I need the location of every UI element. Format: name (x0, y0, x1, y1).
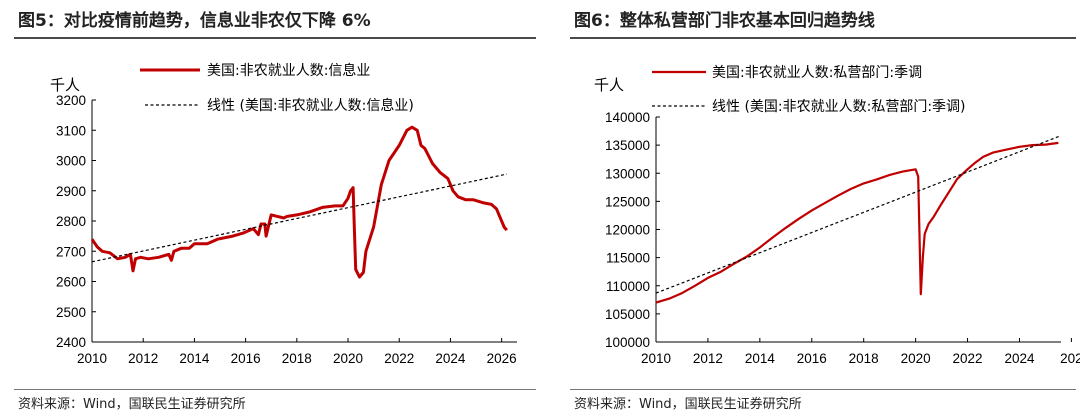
y-tick-label: 2400 (56, 335, 86, 350)
source-divider (570, 389, 1076, 390)
series-line (655, 141, 1059, 304)
y-tick-label: 105000 (605, 307, 650, 322)
series-line (90, 125, 508, 279)
y-axis-unit: 千人 (594, 76, 624, 94)
y-tick-label: 120000 (605, 223, 650, 238)
x-tick-label: 2018 (849, 351, 879, 366)
y-tick-label: 130000 (605, 166, 650, 181)
x-tick-label: 2012 (128, 351, 158, 366)
title-divider (570, 37, 1076, 39)
chart-left: 2400 2500 2600 2700 2800 2900 3000 3100 3200 2010… (50, 62, 517, 366)
source-note: 资料来源：Wind，国联民生证券研究所 (574, 397, 802, 412)
y-tick-label: 2800 (56, 214, 86, 229)
y-tick-label: 140000 (605, 110, 650, 125)
chart-right: 100000 105000 110000 115000 120000 125000 1300… (594, 65, 1080, 366)
trend-line (91, 173, 507, 263)
source-note: 资料来源：Wind，国联民生证券研究所 (18, 397, 246, 412)
x-tick-label: 2016 (231, 351, 261, 366)
title-divider (14, 37, 536, 39)
legend-label: 线性 (美国:非农就业人数:私营部门:季调) (712, 99, 966, 115)
y-axis-unit: 千人 (50, 76, 80, 94)
y-tick-label: 2900 (56, 184, 86, 199)
y-tick-label: 3100 (56, 123, 86, 138)
y-tick-label: 115000 (606, 251, 650, 266)
x-tick-label: 2026 (487, 351, 517, 366)
y-tick-label: 135000 (605, 138, 650, 153)
y-tick-label: 3200 (56, 93, 86, 108)
chart-panel-right: 图6：整体私营部门非农基本回归趋势线 100000 105000 110000 115… (556, 0, 1080, 419)
x-tick-label: 2022 (953, 351, 983, 366)
x-tick-label: 2020 (333, 351, 363, 366)
x-tick-label: 202 (1060, 351, 1080, 366)
x-tick-label: 2014 (745, 351, 776, 366)
y-tick-label: 3000 (56, 154, 86, 169)
x-tick-label: 2016 (797, 351, 827, 366)
x-tick-label: 2024 (1004, 351, 1035, 366)
source-divider (14, 389, 536, 390)
y-tick-label: 100000 (605, 335, 650, 350)
x-tick-label: 2010 (641, 351, 671, 366)
chart-panel-left: 图5：对比疫情前趋势，信息业非农仅下降 6% 2400 2500 2600 2700 2… (14, 11, 536, 412)
legend-label: 美国:非农就业人数:私营部门:季调 (712, 65, 922, 81)
y-tick-label: 2600 (56, 275, 86, 290)
x-tick-label: 2024 (435, 351, 466, 366)
figure-title: 图6：整体私营部门非农基本回归趋势线 (574, 11, 875, 31)
x-tick-label: 2022 (384, 351, 414, 366)
x-tick-label: 2020 (901, 351, 931, 366)
legend-label: 美国:非农就业人数:信息业 (207, 62, 370, 79)
y-tick-label: 125000 (605, 194, 650, 209)
y-tick-label: 110000 (606, 279, 650, 294)
x-tick-label: 2014 (179, 351, 210, 366)
y-tick-label: 2500 (56, 305, 86, 320)
trend-line (655, 135, 1062, 294)
y-tick-label: 2700 (56, 244, 86, 259)
x-tick-label: 2018 (282, 351, 312, 366)
legend-label: 线性 (美国:非农就业人数:信息业) (207, 97, 414, 114)
x-tick-label: 2012 (693, 351, 723, 366)
x-tick-label: 2010 (77, 351, 107, 366)
figure-title: 图5：对比疫情前趋势，信息业非农仅下降 6% (18, 11, 371, 31)
